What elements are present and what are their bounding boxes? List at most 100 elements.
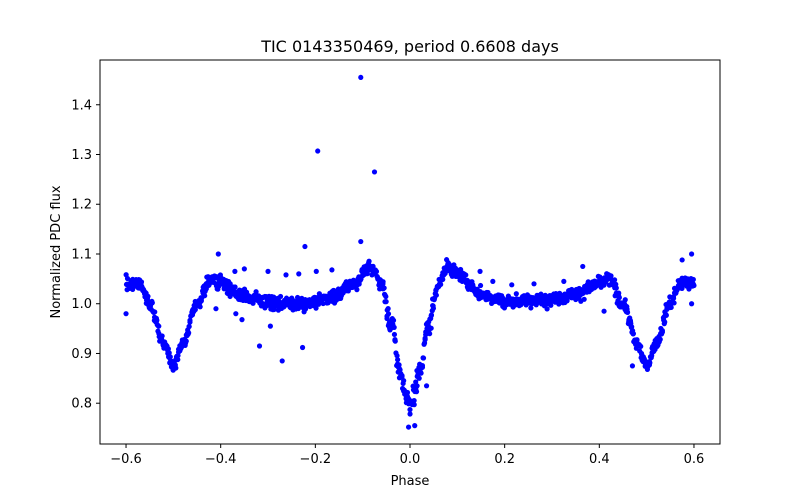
data-point [428, 312, 435, 318]
data-point [149, 300, 155, 306]
data-point [397, 367, 403, 373]
x-tick-label: 0.0 [400, 452, 421, 467]
data-point [459, 278, 465, 284]
data-point [186, 323, 192, 330]
outlier-point [315, 148, 321, 154]
data-point [167, 354, 173, 360]
outlier-point [283, 272, 289, 278]
data-point [513, 291, 519, 297]
outlier-point [232, 268, 238, 274]
outlier-point [531, 281, 537, 287]
data-point [433, 292, 439, 298]
x-axis-label: Phase [391, 474, 430, 489]
data-point [422, 337, 428, 343]
data-point [528, 305, 534, 311]
data-point [313, 305, 319, 311]
y-tick-label: 1.2 [71, 198, 92, 213]
outlier-point [371, 169, 378, 175]
outlier-point [477, 268, 483, 274]
data-point [175, 356, 181, 363]
data-point [630, 330, 636, 337]
data-point [663, 312, 669, 318]
outlier-point [405, 424, 412, 430]
y-tick-label: 1.3 [71, 148, 92, 163]
data-point [659, 329, 665, 335]
x-tick-label: −0.2 [300, 452, 332, 467]
data-point [616, 294, 622, 301]
data-points [123, 74, 697, 430]
data-point [154, 317, 160, 323]
x-tick-label: −0.4 [205, 452, 237, 467]
y-tick-label: 0.8 [71, 397, 92, 412]
chart-title: TIC 0143350469, period 0.6608 days [260, 37, 559, 56]
data-point [419, 362, 426, 369]
y-tick-label: 1.1 [71, 247, 92, 262]
x-tick-label: 0.2 [494, 452, 515, 467]
data-point [271, 306, 277, 313]
outlier-point [241, 266, 247, 272]
outlier-point [265, 268, 271, 274]
data-point [634, 337, 640, 343]
data-point [662, 319, 668, 325]
x-axis: −0.6 −0.4 −0.2 0.0 0.2 0.4 0.6 [110, 444, 704, 467]
outlier-point [215, 251, 221, 257]
data-point [624, 309, 631, 315]
outlier-point [299, 344, 306, 351]
data-point [165, 346, 171, 352]
data-point [477, 282, 484, 289]
data-point [463, 272, 469, 278]
outlier-point [302, 243, 308, 250]
data-point [427, 331, 433, 337]
data-point [253, 289, 259, 295]
outlier-point [490, 278, 496, 284]
outlier-point [256, 343, 263, 349]
outlier-point [412, 423, 418, 429]
data-point [440, 276, 446, 283]
data-point [159, 333, 165, 339]
data-point [401, 378, 407, 384]
data-point [420, 355, 427, 361]
data-point [173, 365, 179, 371]
data-point [391, 331, 398, 338]
data-point [366, 258, 372, 264]
data-point [186, 330, 192, 336]
data-point [413, 389, 420, 395]
data-point [391, 324, 397, 330]
x-tick-label: −0.6 [110, 452, 142, 467]
data-point [613, 285, 619, 291]
data-point [581, 296, 587, 302]
data-point [428, 325, 434, 331]
outlier-point [679, 257, 685, 263]
y-axis-label: Normalized PDC flux [49, 185, 64, 318]
data-point [647, 360, 653, 366]
data-point [392, 338, 398, 344]
data-point [438, 281, 444, 288]
data-point [187, 317, 193, 323]
data-point [638, 343, 644, 349]
data-point [671, 300, 677, 306]
outlier-point [296, 271, 302, 277]
data-point [183, 338, 189, 344]
outlier-point [279, 358, 285, 364]
data-point [418, 370, 424, 376]
y-axis: 0.8 0.9 1.0 1.1 1.2 1.3 1.4 [71, 98, 100, 412]
data-point [690, 276, 696, 283]
outlier-point [213, 306, 219, 312]
outlier-point [233, 311, 239, 317]
outlier-point [267, 323, 273, 329]
data-point [395, 357, 401, 363]
data-point [544, 306, 550, 312]
data-point [152, 309, 158, 315]
data-point [373, 268, 380, 275]
data-point [232, 284, 238, 290]
data-point [385, 311, 392, 317]
outlier-point [123, 311, 129, 317]
data-point [394, 353, 400, 359]
x-tick-label: 0.6 [684, 452, 705, 467]
data-point [411, 402, 417, 408]
outlier-point [414, 383, 420, 389]
data-point [124, 275, 131, 282]
data-point [407, 411, 413, 417]
